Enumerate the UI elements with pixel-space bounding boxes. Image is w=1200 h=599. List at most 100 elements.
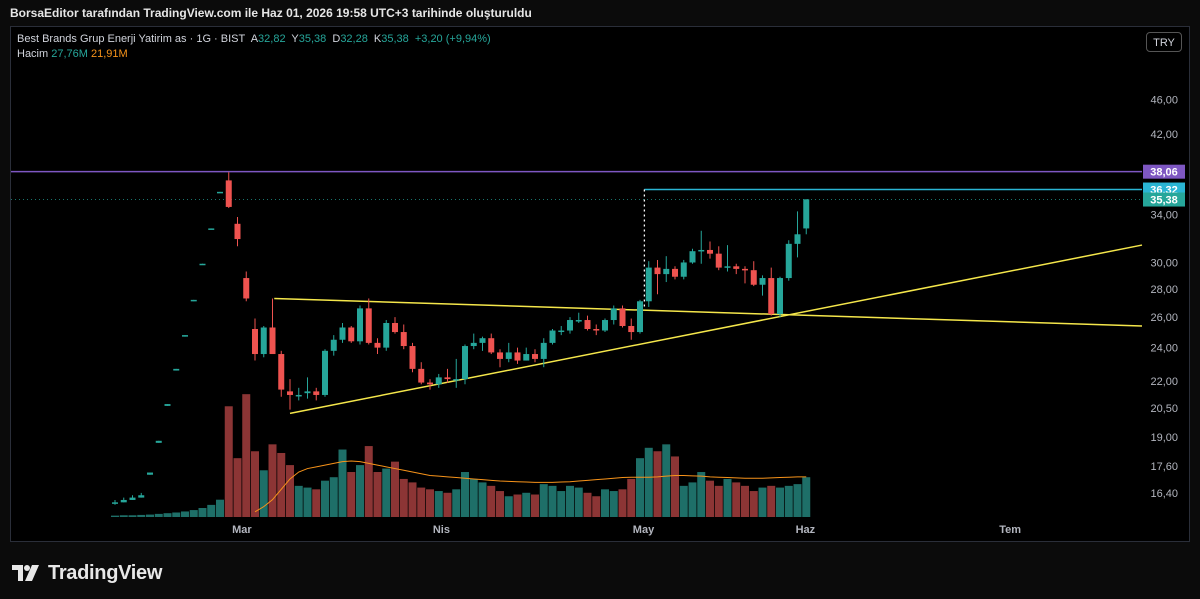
candle-body [400, 332, 407, 347]
volume-bar [662, 444, 671, 517]
candle-body [733, 266, 740, 269]
candle-body [689, 251, 696, 263]
candle-body [479, 338, 486, 343]
volume-bar [434, 491, 443, 517]
volume-bar [767, 485, 776, 517]
candle-body [540, 342, 547, 359]
y-tick-label: 30,00 [1150, 257, 1178, 269]
candle-body [234, 223, 241, 240]
volume-bar [181, 511, 189, 517]
volume-bar [163, 513, 172, 517]
candle-body [584, 320, 591, 330]
candle-body [129, 497, 136, 500]
candle-body [602, 320, 608, 331]
volume-bar [119, 515, 128, 517]
candle-body [330, 339, 337, 351]
y-tick-label: 19,00 [1150, 432, 1178, 444]
volume-bar [329, 477, 338, 517]
candle-body [777, 278, 783, 315]
volume-bar [583, 492, 592, 517]
x-tick-label: Tem [999, 524, 1021, 536]
y-tick-label: 42,00 [1150, 129, 1178, 141]
x-tick-label: Mar [232, 524, 252, 536]
candle-body [488, 338, 495, 353]
volume-bar [496, 491, 504, 517]
candle-body [759, 278, 766, 285]
volume-bar [487, 485, 496, 517]
volume-ma-line [254, 460, 807, 513]
candle-body [742, 268, 748, 271]
candle-body [278, 354, 285, 390]
volume-bar [539, 484, 548, 517]
close-label: K [373, 33, 382, 45]
candle-body [269, 327, 276, 355]
price-label: 38,06 [1150, 167, 1178, 179]
change-value: +3,20 (+9,94%) [414, 33, 491, 45]
volume-bar [356, 465, 364, 517]
candle-body [164, 404, 171, 406]
candle-body [365, 308, 372, 343]
volume-bar [224, 406, 233, 517]
volume-bar [592, 496, 601, 517]
candle-body [532, 354, 538, 359]
volume-bar [382, 468, 391, 517]
candle-body [418, 368, 425, 383]
candle-body [409, 346, 416, 369]
candle-body [313, 391, 320, 395]
candle-body [182, 335, 188, 337]
volume-bar [784, 485, 793, 517]
candle-body [619, 308, 626, 326]
volume-bar [758, 487, 767, 517]
volume-bar [303, 487, 312, 517]
close-value: 35,38 [381, 33, 409, 45]
y-tick-label: 20,50 [1150, 403, 1178, 415]
candle-body [155, 440, 162, 443]
volume-bar [548, 485, 557, 517]
candle-body [628, 325, 635, 333]
candle-body [243, 278, 250, 299]
y-tick-label: 34,00 [1150, 210, 1178, 222]
volume-bar [452, 489, 461, 517]
candle-body [295, 394, 302, 397]
candle-body [199, 263, 206, 266]
candle-body [707, 249, 713, 254]
volume-bar [286, 465, 294, 517]
candle-body [260, 327, 267, 355]
volume-bar [128, 515, 137, 517]
symbol-title: Best Brands Grup Enerji Yatirim as · 1G … [17, 33, 246, 45]
volume-bar [618, 489, 627, 517]
volume-bar [478, 482, 487, 517]
candle-body [173, 368, 180, 371]
volume-bar [391, 461, 399, 517]
candle-body [348, 327, 355, 342]
candle-body [680, 262, 687, 277]
candle-body [803, 199, 810, 229]
volume-bar [531, 494, 539, 517]
footer-brand: TradingView [12, 560, 162, 586]
candle-body [435, 377, 442, 385]
volume-bar [216, 499, 224, 517]
candle-body [698, 249, 705, 252]
candle-body [339, 327, 346, 340]
currency-button[interactable]: TRY [1146, 32, 1182, 52]
candle-body [724, 266, 731, 268]
y-tick-label: 22,00 [1150, 376, 1178, 388]
chart-pane[interactable] [10, 26, 1190, 542]
volume-bar [574, 487, 583, 517]
volume-bar [268, 444, 277, 517]
price-label-bg [1143, 164, 1185, 179]
volume-bar [154, 513, 163, 517]
candle-body [138, 495, 145, 498]
candle-body [514, 352, 521, 361]
volume-bar [189, 510, 198, 517]
volume-bar [207, 504, 216, 517]
volume-ma-value: 21,91M [91, 48, 128, 60]
y-tick-label: 26,00 [1150, 312, 1178, 324]
volume-bar [443, 492, 452, 517]
candle-body [252, 329, 258, 355]
candle-body [794, 234, 801, 244]
y-tick-label: 28,00 [1150, 284, 1178, 296]
open-value: 32,82 [258, 33, 286, 45]
export-header-text: BorsaEditor tarafından TradingView.com i… [10, 6, 532, 20]
